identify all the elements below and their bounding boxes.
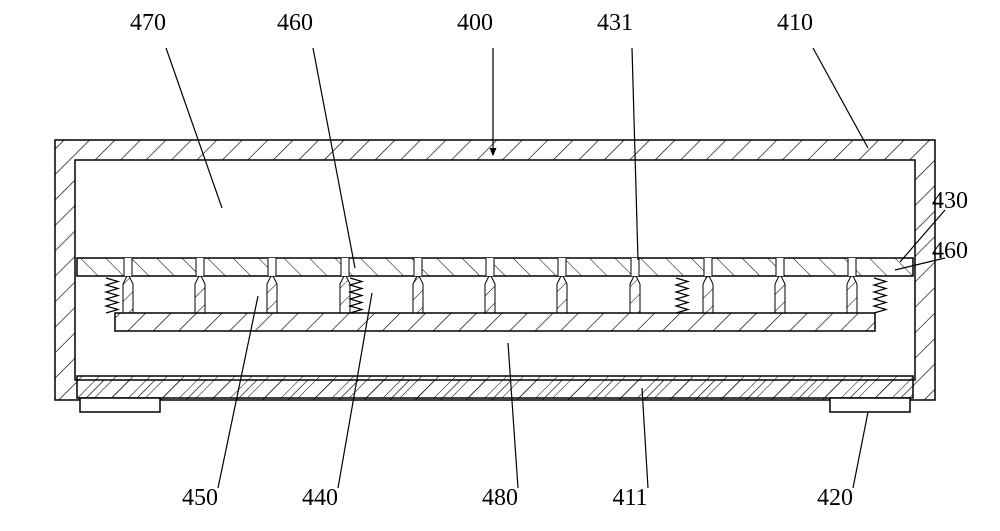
callout-460: 460 (277, 10, 313, 36)
callout-440: 440 (302, 485, 338, 511)
callout-410: 410 (777, 10, 813, 36)
callout-431: 431 (597, 10, 633, 36)
callout-430: 430 (932, 188, 968, 214)
callout-480: 480 (482, 485, 518, 511)
structure-group (55, 140, 935, 412)
callout-400: 400 (457, 10, 493, 36)
callout-420: 420 (817, 485, 853, 511)
callout-411: 411 (612, 485, 647, 511)
cross-section-diagram: 400 410 411 420 430 431 440 450 470 480 460 460 (0, 0, 1000, 531)
callout-450: 450 (182, 485, 218, 511)
callout-460: 460 (932, 238, 968, 264)
callout-470: 470 (130, 10, 166, 36)
